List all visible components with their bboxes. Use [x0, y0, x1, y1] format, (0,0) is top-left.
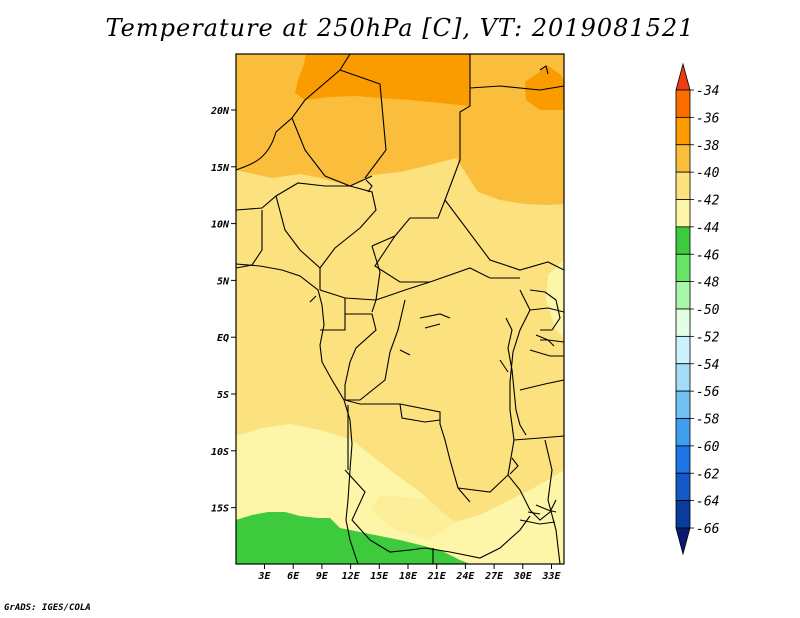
lon-tick-label: 12E	[342, 571, 361, 582]
colorbar: -34 -36 -38 -40 -42 -44 -46 -48 -50 -52 -54 -56 -58 -…	[675, 62, 720, 556]
lat-tick-label: 10S	[211, 447, 229, 458]
colorbar-segment	[675, 253, 691, 283]
colorbar-segment	[675, 390, 691, 419]
lon-tick-label: 9E	[316, 571, 329, 582]
lon-tick-label: 33E	[541, 571, 561, 582]
colorbar-segment	[675, 199, 691, 228]
colorbar-label: -42	[696, 194, 720, 209]
lon-tick-label: 6E	[287, 571, 300, 582]
colorbar-segment	[675, 116, 691, 146]
coastline-and-lakes	[235, 65, 561, 565]
map-title: Temperature at 250hPa [C], VT: 201908152…	[105, 14, 695, 42]
colorbar-label: -46	[696, 248, 720, 263]
colorbar-segment	[675, 500, 691, 529]
colorbar-segment	[675, 335, 691, 365]
lat-tick-label: 15N	[211, 163, 230, 174]
colorbar-label: -62	[696, 467, 720, 482]
lat-tick-label: 5N	[217, 276, 230, 287]
lat-tick-label: 15S	[211, 504, 229, 515]
colorbar-bottom-arrow	[675, 527, 691, 556]
colorbar-label: -66	[696, 522, 720, 537]
colorbar-label: -60	[696, 440, 720, 455]
colorbar-segment	[675, 418, 691, 447]
lon-tick-label: 21E	[427, 571, 447, 582]
lon-tick-label: 27E	[484, 571, 504, 582]
colorbar-label: -58	[696, 413, 720, 428]
colorbar-label: -52	[696, 330, 720, 345]
colorbar-label: -56	[696, 385, 720, 400]
colorbar-segment	[675, 226, 691, 255]
lon-tick-label: 15E	[370, 571, 389, 582]
colorbar-segment	[675, 281, 691, 310]
colorbar-segment	[675, 472, 691, 502]
lon-tick-label: 30E	[513, 571, 533, 582]
colorbar-label: -40	[696, 166, 720, 181]
country-borders	[235, 53, 565, 565]
colorbar-segment	[675, 144, 691, 173]
colorbar-segment	[675, 171, 691, 200]
lon-tick-label: 18E	[399, 571, 418, 582]
map-frame	[235, 53, 565, 565]
colorbar-segment	[675, 89, 691, 118]
colorbar-top-arrow	[675, 62, 691, 91]
grads-credit: GrADS: IGES/COLA	[4, 603, 91, 613]
lon-tick-label: 24E	[455, 571, 475, 582]
colorbar-label: -48	[696, 276, 720, 291]
lat-tick-label: EQ	[217, 333, 229, 344]
colorbar-label: -34	[696, 84, 719, 99]
colorbar-label: -64	[696, 495, 719, 510]
latitude-axis: 20N 15N 10N 5N EQ 5S 10S 15S	[210, 106, 236, 515]
colorbar-label: -36	[696, 111, 720, 126]
lat-tick-label: 5S	[217, 390, 229, 401]
colorbar-segment	[675, 308, 691, 337]
colorbar-label: -54	[696, 358, 719, 373]
colorbar-segment	[675, 445, 691, 474]
colorbar-label: -50	[696, 303, 720, 318]
map-plot-area	[236, 54, 564, 564]
lat-tick-label: 20N	[210, 106, 230, 117]
lat-tick-label: 10N	[211, 220, 230, 231]
lon-tick-label: 3E	[257, 571, 271, 582]
longitude-axis: 3E 6E 9E 12E 15E 18E 21E 24E 27E 30E 33E	[257, 564, 562, 582]
colorbar-label: -44	[696, 221, 719, 236]
colorbar-segment	[675, 363, 691, 392]
colorbar-label: -38	[696, 139, 720, 154]
